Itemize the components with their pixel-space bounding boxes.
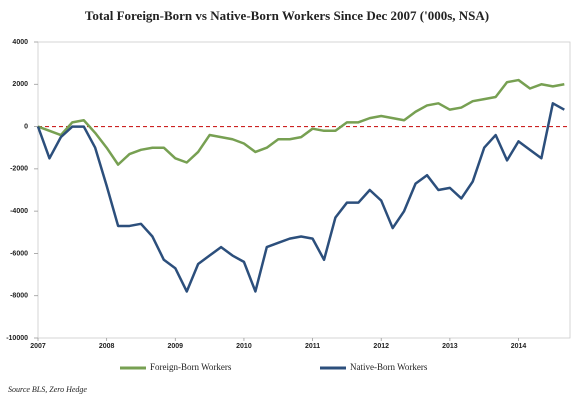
- chart-title: Total Foreign-Born vs Native-Born Worker…: [85, 8, 489, 23]
- y-tick-label: -4000: [10, 208, 28, 215]
- x-tick-label: 2013: [442, 343, 458, 350]
- y-tick-label: 2000: [12, 81, 28, 88]
- x-tick-label: 2010: [236, 343, 252, 350]
- x-tick-label: 2014: [511, 343, 527, 350]
- plot-frame: [37, 41, 571, 339]
- x-tick-label: 2012: [373, 343, 389, 350]
- source-note: Source BLS, Zero Hedge: [8, 385, 87, 394]
- legend-label: Native-Born Workers: [350, 362, 428, 372]
- y-tick-label: -10000: [6, 335, 28, 342]
- y-tick-label: -2000: [10, 166, 28, 173]
- x-tick-label: 2011: [305, 343, 320, 350]
- series-line: [36, 102, 565, 293]
- series-line: [37, 78, 565, 166]
- y-tick-label: -8000: [10, 293, 28, 300]
- x-tick-label: 2009: [168, 343, 184, 350]
- x-tick-label: 2007: [30, 343, 46, 350]
- legend-label: Foreign-Born Workers: [150, 362, 232, 372]
- y-tick-label: 0: [24, 123, 28, 130]
- x-tick-label: 2008: [99, 343, 115, 350]
- y-tick-label: 4000: [12, 39, 28, 46]
- y-tick-label: -6000: [10, 250, 28, 257]
